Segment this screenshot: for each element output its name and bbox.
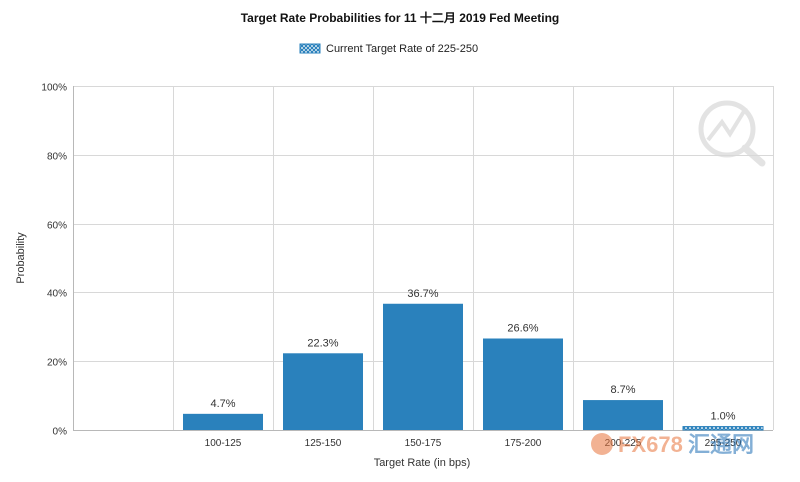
bar-125-150 bbox=[283, 353, 363, 430]
legend-label: Current Target Rate of 225-250 bbox=[326, 43, 478, 55]
data-label-150-175: 36.7% bbox=[407, 288, 438, 300]
data-label-175-200: 26.6% bbox=[507, 322, 538, 334]
data-label-225-250: 1.0% bbox=[710, 411, 735, 423]
bar-150-175 bbox=[383, 303, 463, 430]
y-tick-label: 20% bbox=[47, 358, 67, 369]
bar-225-250 bbox=[682, 426, 764, 431]
y-axis-title: Probability bbox=[15, 232, 27, 284]
bar-200-225 bbox=[583, 400, 663, 430]
tick-labels: 0% 20% 40% 60% 80% 100% 100-125 125-150 150-175 1… bbox=[41, 83, 741, 450]
legend-swatch bbox=[299, 43, 321, 54]
x-tick-label-175-200: 175-200 bbox=[505, 438, 542, 449]
y-tick-label: 40% bbox=[47, 289, 67, 300]
x-tick-label-200-225: 200-225 bbox=[605, 438, 642, 449]
y-tick-label: 60% bbox=[47, 221, 67, 232]
watermark-text: FX678 bbox=[618, 432, 683, 457]
watermark-logo-icon bbox=[698, 100, 766, 167]
watermark-brand: FX678 汇通网 bbox=[591, 432, 754, 457]
y-tick-label: 80% bbox=[47, 152, 67, 163]
bars: 4.7% 22.3% 36.7% 26.6% 8.7% 1.0% bbox=[183, 288, 764, 431]
data-label-200-225: 8.7% bbox=[610, 384, 635, 396]
x-tick-label-225-250: 225-250 bbox=[705, 438, 742, 449]
y-tick-label: 100% bbox=[41, 83, 67, 94]
bar-175-200 bbox=[483, 338, 563, 430]
y-tick-label: 0% bbox=[53, 427, 68, 438]
data-label-125-150: 22.3% bbox=[307, 337, 338, 349]
legend: Current Target Rate of 225-250 bbox=[299, 43, 478, 55]
bar-100-125 bbox=[183, 413, 263, 430]
x-tick-label-100-125: 100-125 bbox=[205, 438, 242, 449]
x-tick-label-125-150: 125-150 bbox=[305, 438, 342, 449]
data-label-100-125: 4.7% bbox=[210, 398, 235, 410]
watermark-brand-icon bbox=[591, 433, 613, 455]
chart-title: Target Rate Probabilities for 11 十二月 201… bbox=[241, 10, 560, 25]
x-tick-label-150-175: 150-175 bbox=[405, 438, 442, 449]
x-axis-title: Target Rate (in bps) bbox=[374, 457, 471, 469]
gridlines bbox=[73, 86, 774, 431]
watermark-suffix: 汇通网 bbox=[688, 432, 754, 457]
